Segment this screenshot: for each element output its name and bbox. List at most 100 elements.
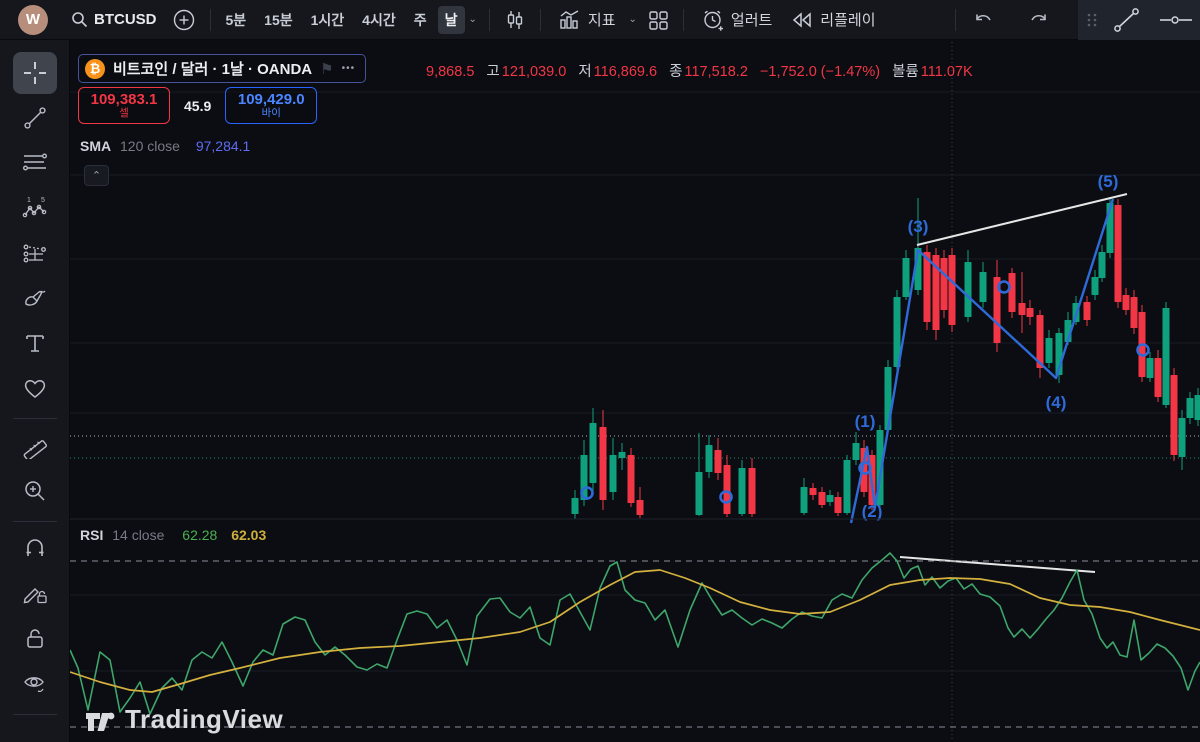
tool-measure[interactable] [13, 425, 57, 467]
alert-button[interactable]: 얼러트 [692, 4, 781, 36]
interval-15분[interactable]: 15분 [264, 11, 293, 28]
ohlc-low: 116,869.6 [593, 64, 658, 80]
tool-forecast[interactable] [13, 232, 57, 274]
tool-trend-line[interactable] [13, 97, 57, 139]
sell-label: 셀 [119, 107, 129, 119]
candle [979, 272, 987, 302]
trendline-icon[interactable] [1110, 6, 1144, 34]
ruler-icon [23, 440, 47, 459]
more-options-icon[interactable]: ••• [341, 63, 356, 74]
alarm-clock-icon [704, 10, 723, 31]
tool-brush[interactable] [13, 277, 57, 319]
candle [1130, 297, 1138, 328]
rsi-legend[interactable]: RSI 14 close 62.28 62.03 [80, 527, 266, 543]
legend-collapse-button[interactable]: ⌃ [84, 165, 109, 186]
tool-zoom-in[interactable] [13, 470, 57, 512]
ohlc-low-label: 저 [578, 64, 592, 80]
redo-button[interactable] [1020, 4, 1058, 36]
candle [1045, 338, 1053, 363]
indicators-chevron-down-icon[interactable]: ⌄ [628, 14, 637, 25]
rsi-value-line: 62.28 [182, 527, 218, 543]
flag-icon[interactable]: ⚑ [320, 60, 334, 78]
candle [1091, 277, 1099, 295]
undo-button[interactable] [964, 4, 1002, 36]
bitcoin-icon: ₿ [85, 58, 105, 79]
horizontal-line-icon[interactable] [1158, 6, 1194, 34]
brush-icon [24, 290, 46, 306]
volume-label: 볼륨 [892, 64, 919, 80]
candle [738, 468, 746, 514]
candle [826, 495, 834, 502]
buy-button[interactable]: 109,429.0 바이 [225, 87, 318, 124]
sell-button[interactable]: 109,383.1 셀 [78, 87, 170, 124]
magnet-icon [26, 539, 43, 556]
candle [1026, 308, 1034, 317]
wave-label[interactable]: (3) [908, 217, 929, 236]
tool-stay-in-drawing-mode[interactable] [13, 573, 57, 615]
indicators-icon [560, 9, 579, 29]
tool-hide-drawings[interactable] [13, 663, 57, 705]
heart-icon [24, 380, 45, 398]
toolbar-separator [539, 8, 541, 31]
replay-button[interactable]: 리플레이 [781, 4, 884, 36]
tool-emoji[interactable] [13, 367, 57, 409]
drag-handle-icon[interactable] [1084, 11, 1100, 29]
wave-point-marker[interactable] [858, 461, 872, 475]
interval-4시간[interactable]: 4시간 [362, 11, 396, 28]
wave-point-marker[interactable] [1136, 343, 1150, 357]
user-avatar[interactable]: W [18, 4, 48, 35]
wave-point-marker[interactable] [719, 490, 733, 504]
wave-point-marker[interactable] [580, 486, 594, 500]
candle [809, 488, 817, 495]
horizontal-lines-icon [22, 153, 47, 171]
wave-label[interactable]: (4) [1046, 393, 1067, 412]
zoom-in-icon [24, 481, 45, 501]
tool-text[interactable] [13, 322, 57, 364]
tool-elliott-wave[interactable]: 1 5 [13, 187, 57, 229]
chart-style-button[interactable] [498, 4, 532, 36]
candle [695, 472, 703, 515]
tool-horizontal-lines[interactable] [13, 142, 57, 184]
candle [948, 255, 956, 325]
interval-chevron-down-icon[interactable]: ⌄ [468, 14, 477, 25]
candle [1036, 315, 1044, 368]
text-icon [25, 335, 44, 352]
tool-crosshair[interactable] [12, 52, 57, 94]
wave-label[interactable]: (1) [855, 412, 876, 431]
symbol-legend[interactable]: ₿ 비트코인 / 달러 · 1날 · OANDA ⚑ ••• [78, 54, 367, 83]
symbol-search-button[interactable]: BTCUSD [62, 4, 166, 36]
candle [932, 255, 940, 330]
interval-1시간[interactable]: 1시간 [310, 11, 345, 28]
sma-legend[interactable]: SMA 120 close 97,284.1 [80, 138, 250, 154]
ohlc-readout: 9,868.5 고 121,039.0 저 116,869.6 종 117,518.2… [426, 60, 975, 81]
candle [609, 455, 617, 492]
ohlc-high: 121,039.0 [501, 64, 567, 80]
wave-label[interactable]: (5) [1098, 172, 1119, 191]
candle [599, 427, 607, 500]
tradingview-watermark[interactable]: TradingView [84, 704, 283, 735]
compare-add-button[interactable] [166, 4, 202, 36]
trade-buttons: 109,383.1 셀 45.9 109,429.0 바이 [78, 87, 318, 124]
interval-5분[interactable]: 5분 [225, 11, 247, 28]
tool-lock-drawings[interactable] [13, 618, 57, 660]
tool-magnet[interactable] [13, 528, 57, 570]
crosshair-icon [23, 62, 46, 84]
search-icon [72, 12, 88, 28]
candle [902, 258, 910, 297]
sidebar-divider [12, 521, 57, 522]
eye-hide-icon [23, 677, 44, 693]
svg-text:5: 5 [41, 197, 45, 204]
interval-주[interactable]: 주 [413, 11, 427, 28]
sma-name: SMA [80, 138, 112, 154]
candle [1170, 375, 1178, 455]
wave-point-marker[interactable] [997, 280, 1011, 294]
alert-label: 얼러트 [730, 12, 773, 29]
candle [1194, 395, 1200, 420]
layout-button[interactable] [641, 4, 675, 36]
wave-label[interactable]: (2) [862, 502, 883, 521]
candle [860, 448, 868, 492]
indicators-button[interactable]: 지표 [549, 4, 625, 36]
ohlc-close-label: 종 [669, 64, 683, 80]
interval-날[interactable]: 날 [437, 5, 465, 34]
